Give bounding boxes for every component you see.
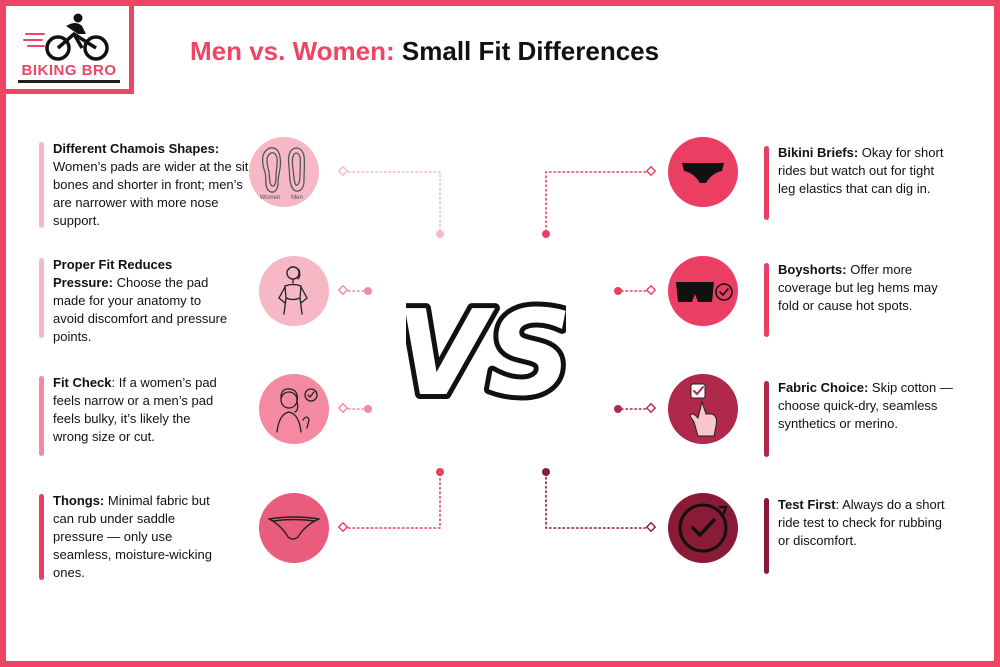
tip-body: Choose the pad made for your anatomy to … — [53, 275, 228, 344]
tip-body: : If a women’s pad feels narrow or a men… — [53, 375, 217, 444]
title-rest: Small Fit Differences — [394, 36, 660, 66]
tip-body: Skip cotton — choose quick-dry, seamless… — [778, 380, 953, 431]
tip-accent-bar — [39, 494, 44, 580]
hand-checkbox-icon — [668, 374, 738, 444]
chamois-men-label: Men — [291, 195, 303, 201]
tip-heading: Proper Fit Reduces Pressure: — [53, 257, 173, 290]
bicycle-rider-icon — [23, 13, 109, 61]
vs-text: VS — [406, 286, 566, 416]
tip-body: Minimal fabric but can rub under saddle … — [53, 493, 212, 580]
title-accent: Men vs. Women: — [190, 36, 395, 66]
brand-name: BIKING BRO — [21, 62, 117, 79]
vs-graphic: VS — [406, 286, 566, 416]
chamois-women-label: Women — [260, 195, 281, 201]
tip-proper-fit: Proper Fit Reduces Pressure: Choose the … — [39, 256, 228, 346]
tip-accent-bar — [39, 142, 44, 228]
boyshorts-icon — [668, 256, 738, 326]
chamois-pads-icon: Women Men — [249, 137, 319, 207]
tip-accent-bar — [764, 498, 769, 574]
tip-fabric-choice: Fabric Choice: Skip cotton — choose quic… — [764, 379, 953, 457]
page-title: Men vs. Women: Small Fit Differences — [190, 36, 659, 67]
tip-accent-bar — [764, 263, 769, 337]
tip-body: Okay for short rides but watch out for t… — [778, 145, 944, 196]
tip-heading: Different Chamois Shapes: — [53, 141, 220, 156]
tip-fit-check: Fit Check: If a women’s pad feels narrow… — [39, 374, 228, 456]
tip-body: : Always do a short ride test to check f… — [778, 497, 945, 548]
tip-body: Women’s pads are wider at the sit bones … — [53, 159, 249, 228]
woman-figure-icon — [259, 256, 329, 326]
tip-heading: Fit Check — [53, 375, 112, 390]
tip-test-first: Test First: Always do a short ride test … — [764, 496, 956, 574]
tip-chamois-shapes: Different Chamois Shapes: Women’s pads a… — [39, 140, 253, 230]
tip-heading: Fabric Choice: — [778, 380, 869, 395]
tip-accent-bar — [764, 381, 769, 457]
circular-check-icon — [668, 493, 738, 563]
tip-thongs: Thongs: Minimal fabric but can rub under… — [39, 492, 213, 582]
tip-bikini-briefs: Bikini Briefs: Okay for short rides but … — [764, 144, 953, 220]
tip-boyshorts: Boyshorts: Offer more coverage but leg h… — [764, 261, 938, 337]
connector-lines — [337, 165, 657, 533]
tip-heading: Boyshorts: — [778, 262, 847, 277]
brand-logo[interactable]: BIKING BRO — [6, 6, 134, 94]
tip-accent-bar — [39, 376, 44, 456]
thong-icon — [259, 493, 329, 563]
bikini-brief-icon — [668, 137, 738, 207]
tip-heading: Bikini Briefs: — [778, 145, 859, 160]
brand-underline — [18, 80, 120, 83]
tip-accent-bar — [764, 146, 769, 220]
woman-check-icon — [259, 374, 329, 444]
tip-body: Offer more coverage but leg hems may fol… — [778, 262, 938, 313]
tip-heading: Test First — [778, 497, 836, 512]
tip-accent-bar — [39, 258, 44, 338]
tip-heading: Thongs: — [53, 493, 105, 508]
